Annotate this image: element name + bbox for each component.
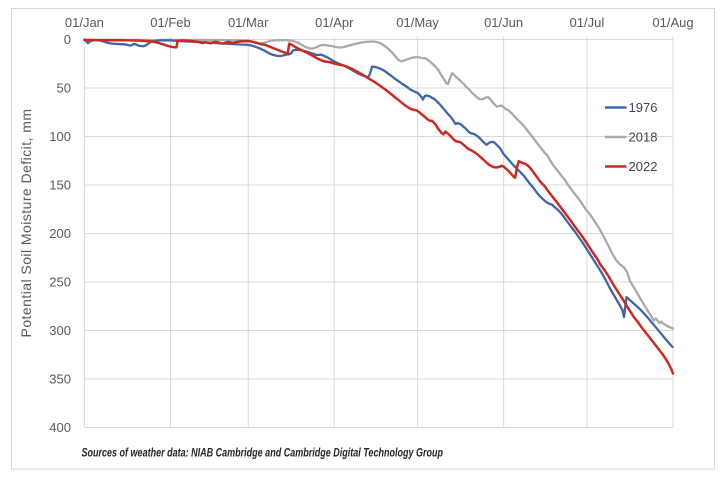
svg-text:300: 300 [49, 323, 71, 338]
svg-text:01/Mar: 01/Mar [228, 15, 269, 30]
svg-text:1976: 1976 [629, 100, 658, 115]
svg-text:50: 50 [57, 80, 71, 95]
svg-text:400: 400 [49, 420, 71, 435]
svg-text:01/Jul: 01/Jul [570, 15, 605, 30]
svg-text:150: 150 [49, 177, 71, 192]
svg-text:01/Apr: 01/Apr [315, 15, 354, 30]
svg-text:01/Aug: 01/Aug [652, 15, 693, 30]
svg-text:100: 100 [49, 129, 71, 144]
svg-text:01/Feb: 01/Feb [150, 15, 190, 30]
svg-text:350: 350 [49, 371, 71, 386]
svg-text:0: 0 [64, 32, 71, 47]
svg-text:01/Jan: 01/Jan [65, 15, 104, 30]
svg-text:01/Jun: 01/Jun [484, 15, 523, 30]
svg-text:01/May: 01/May [396, 15, 439, 30]
svg-text:250: 250 [49, 274, 71, 289]
svg-text:200: 200 [49, 226, 71, 241]
svg-text:2022: 2022 [629, 159, 658, 174]
svg-text:Sources of weather data: NIAB: Sources of weather data: NIAB Cambridge … [82, 446, 444, 460]
svg-text:2018: 2018 [629, 130, 658, 145]
svg-text:Potential Soil Moisture Defici: Potential Soil Moisture Deficit, mm [18, 109, 34, 338]
